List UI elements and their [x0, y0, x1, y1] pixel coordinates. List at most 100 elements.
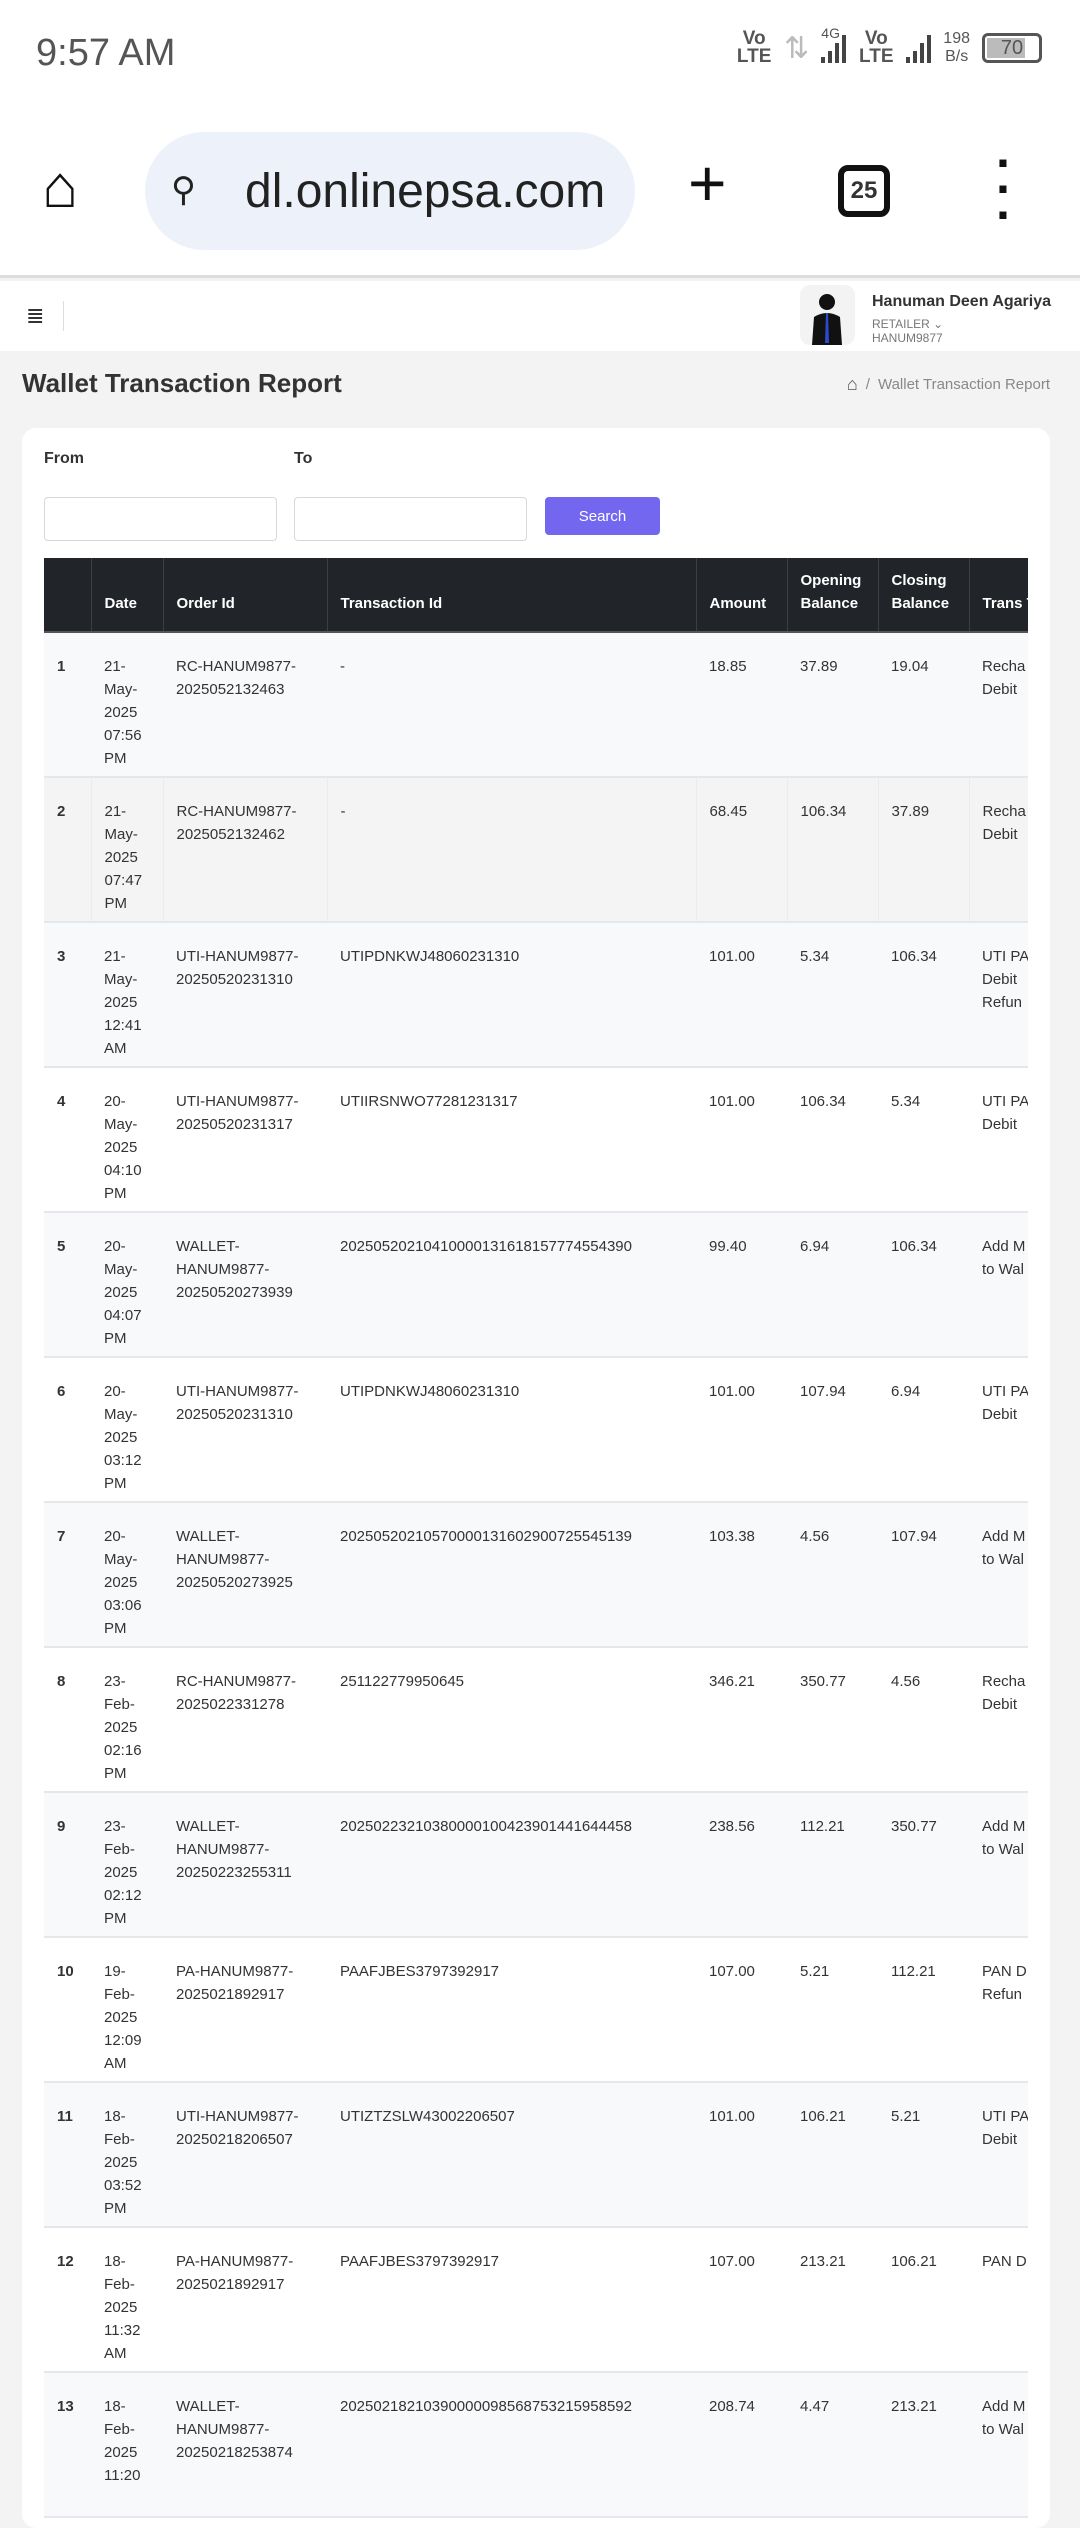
breadcrumb-current: Wallet Transaction Report: [877, 376, 1050, 393]
col-order-id-cell: UTI-HANUM9877-20250520231310: [163, 922, 327, 1068]
col-transaction-id-cell: 20250223210380000100423901441644458: [327, 1792, 696, 1938]
type-line: Debit: [982, 971, 1018, 988]
type-line: PAN D: [982, 1963, 1027, 1980]
type-line: Add M: [982, 1238, 1026, 1255]
to-label: To: [294, 450, 313, 467]
col-transaction-type-cell: Recha Debit: [969, 632, 1028, 778]
col-transaction-id-cell: UTIIRSNWO77281231317: [327, 1067, 696, 1213]
col-amount-cell: 103.38: [696, 1502, 787, 1648]
col-transaction-id-cell: -: [327, 632, 696, 778]
col-order-id-cell: PA-HANUM9877-2025021892917: [163, 1937, 327, 2083]
col-date-cell: 21-May-2025 12:41 AM: [91, 922, 163, 1068]
user-name[interactable]: Hanuman Deen Agariya: [872, 293, 1052, 310]
battery-icon: 70: [982, 33, 1042, 63]
col-amount-cell: 68.45: [696, 777, 788, 923]
type-line: Recha: [982, 658, 1026, 675]
browser-toolbar: ⌂ ⚲ dl.onlinepsa.com + 25 · · ·: [0, 112, 1080, 278]
col-index-cell: 11: [44, 2082, 91, 2228]
col-index-cell: 7: [44, 1502, 91, 1648]
type-line: UTI PA: [982, 2108, 1028, 2125]
type-line: Refun: [982, 1986, 1023, 2003]
user-role[interactable]: RETAILER ⌄ HANUM9877: [872, 317, 943, 345]
user-id: HANUM9877: [872, 331, 943, 345]
battery-level: 70: [1000, 37, 1024, 59]
type-line: Debit: [982, 826, 1018, 843]
url-text[interactable]: dl.onlinepsa.com: [245, 165, 606, 218]
table-row: 4 20-May-2025 04:10 PM UTI-HANUM9877-20250…: [44, 1067, 1028, 1213]
col-transaction-type-cell: Recha Debit: [969, 777, 1028, 923]
type-line: UTI PA: [982, 1383, 1028, 1400]
col-opening-balance-cell: 37.89: [787, 632, 878, 778]
col-transaction-type-cell: UTI PA Debit Refun: [969, 922, 1028, 1068]
col-date-cell: 20-May-2025 03:06 PM: [91, 1502, 163, 1648]
new-tab-icon[interactable]: +: [688, 146, 727, 220]
col-closing-balance-cell: 112.21: [878, 1937, 969, 2083]
network-type: 4G: [821, 25, 840, 41]
col-order-id-cell: WALLET-HANUM9877-20250218253874: [163, 2372, 327, 2518]
col-transaction-type-header: Trans Type: [969, 558, 1028, 633]
col-index-cell: 13: [44, 2372, 91, 2518]
address-bar[interactable]: ⚲ dl.onlinepsa.com: [145, 132, 635, 250]
col-amount-cell: 208.74: [696, 2372, 787, 2518]
col-amount-cell: 107.00: [696, 2227, 787, 2373]
table-row: 3 21-May-2025 12:41 AM UTI-HANUM9877-20250…: [44, 922, 1028, 1068]
col-transaction-type-cell: Add M to Wal: [969, 1502, 1028, 1648]
col-opening-balance-cell: 6.94: [787, 1212, 878, 1358]
col-index-header: [44, 558, 92, 633]
home-icon[interactable]: ⌂: [846, 374, 858, 394]
col-date-cell: 21-May-2025 07:56 PM: [91, 632, 163, 778]
home-icon[interactable]: ⌂: [42, 153, 79, 220]
volte-icon-2: Vo LTE: [859, 28, 894, 67]
from-date-input[interactable]: [44, 497, 277, 541]
col-order-id-cell: RC-HANUM9877-2025022331278: [163, 1647, 327, 1793]
col-opening-balance-cell: 4.56: [787, 1502, 878, 1648]
type-line: to Wal: [982, 1261, 1024, 1278]
more-menu-icon[interactable]: · · ·: [996, 135, 1013, 243]
col-transaction-type-cell: Add M to Wal: [969, 2372, 1028, 2518]
col-amount-cell: 101.00: [696, 2082, 787, 2228]
col-closing-balance-cell: 213.21: [878, 2372, 969, 2518]
type-line: to Wal: [982, 1841, 1024, 1858]
breadcrumb: ⌂ / Wallet Transaction Report: [847, 374, 1050, 395]
chevron-down-icon: ⌄: [933, 317, 944, 331]
col-closing-balance-header: Closing Balance: [878, 558, 970, 633]
type-line: to Wal: [982, 1551, 1024, 1568]
col-transaction-type-cell: PAN D Refun: [969, 1937, 1028, 2083]
col-transaction-id-cell: UTIZTZSLW43002206507: [327, 2082, 696, 2228]
col-index-cell: 8: [44, 1647, 91, 1793]
col-transaction-type-cell: Add M to Wal: [969, 1792, 1028, 1938]
col-opening-balance-cell: 4.47: [787, 2372, 878, 2518]
page-title: Wallet Transaction Report: [22, 368, 342, 398]
col-index-cell: 5: [44, 1212, 91, 1358]
col-transaction-type-cell: PAN D: [969, 2227, 1028, 2373]
col-transaction-type-cell: UTI PA Debit: [969, 2082, 1028, 2228]
col-amount-cell: 238.56: [696, 1792, 787, 1938]
breadcrumb-separator: /: [865, 376, 870, 393]
col-index-cell: 10: [44, 1937, 91, 2083]
type-line: Add M: [982, 2398, 1026, 2415]
col-opening-balance-cell: 213.21: [787, 2227, 878, 2373]
col-order-id-cell: RC-HANUM9877-2025052132463: [163, 632, 327, 778]
tab-switcher-button[interactable]: 25: [838, 165, 890, 217]
col-closing-balance-cell: 106.21: [878, 2227, 969, 2373]
col-date-cell: 18-Feb-2025 11:20: [91, 2372, 163, 2518]
transactions-table-wrapper[interactable]: Date Order Id Transaction Id Amount Opening …: [44, 558, 1028, 2518]
col-closing-balance-cell: 6.94: [878, 1357, 969, 1503]
col-transaction-id-cell: PAAFJBES3797392917: [327, 2227, 696, 2373]
net-speed: 198 B/s: [943, 30, 970, 66]
table-row: 6 20-May-2025 03:12 PM UTI-HANUM9877-20250…: [44, 1357, 1028, 1503]
to-date-input[interactable]: [294, 497, 527, 541]
col-opening-balance-cell: 106.34: [787, 1067, 878, 1213]
menu-toggle-icon[interactable]: ≣: [26, 303, 45, 328]
header-divider: [63, 301, 64, 331]
avatar[interactable]: [800, 285, 855, 345]
type-line: Recha: [982, 803, 1026, 820]
site-settings-icon[interactable]: ⚲: [171, 171, 196, 209]
col-transaction-id-cell: UTIPDNKWJ48060231310: [327, 1357, 696, 1503]
col-transaction-id-cell: 20250520210570000131602900725545139: [327, 1502, 696, 1648]
col-index-cell: 12: [44, 2227, 91, 2373]
col-date-cell: 20-May-2025 04:07 PM: [91, 1212, 163, 1358]
type-line: Debit: [982, 681, 1018, 698]
search-button[interactable]: Search: [545, 497, 660, 535]
col-amount-cell: 99.40: [696, 1212, 787, 1358]
